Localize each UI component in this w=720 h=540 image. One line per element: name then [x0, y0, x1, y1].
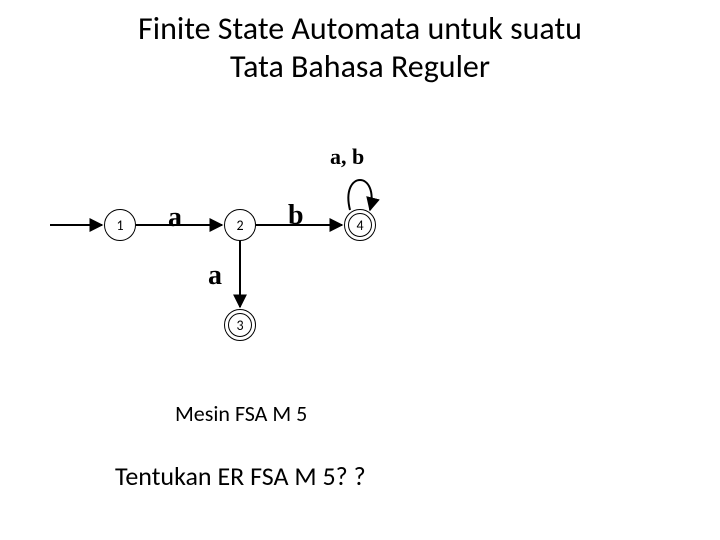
slide-title: Finite State Automata untuk suatu Tata B…	[0, 10, 720, 87]
state-node-4: 4	[344, 209, 376, 241]
diagram-caption: Mesin FSA M 5	[175, 400, 307, 427]
fsa-diagram: 1 2 3 4 a b a a, b	[40, 160, 440, 390]
state-node-3: 3	[224, 309, 256, 341]
slide-question: Tentukan ER FSA M 5? ?	[115, 460, 366, 492]
edge-4-4-loop	[348, 180, 371, 210]
node-label: 2	[236, 217, 243, 234]
node-label: 1	[116, 217, 123, 234]
state-node-1: 1	[104, 209, 136, 241]
title-line-1: Finite State Automata untuk suatu	[138, 9, 582, 48]
edge-label-2-4: b	[288, 200, 304, 232]
node-label: 3	[236, 317, 243, 334]
edge-label-4-4: a, b	[330, 144, 364, 170]
edge-label-2-3: a	[208, 260, 222, 292]
diagram-edges	[40, 160, 440, 390]
node-label: 4	[356, 217, 363, 234]
edge-label-1-2: a	[168, 202, 182, 234]
title-line-2: Tata Bahasa Reguler	[230, 47, 490, 86]
state-node-2: 2	[224, 209, 256, 241]
